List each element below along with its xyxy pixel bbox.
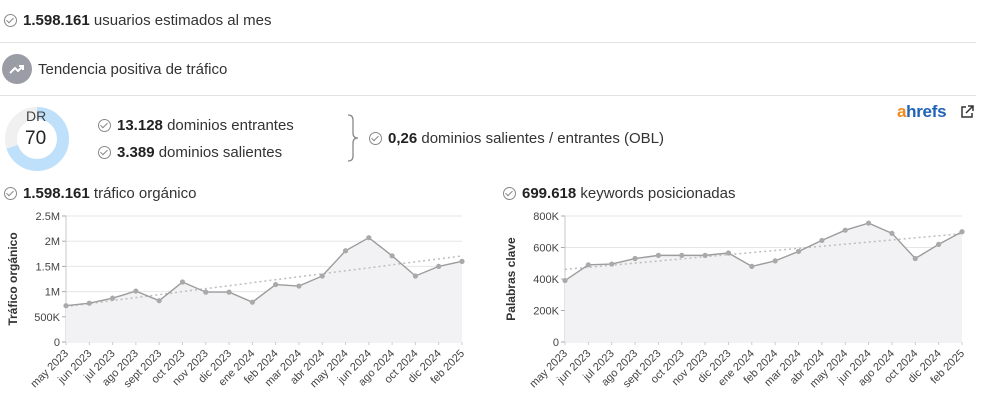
brace-divider	[347, 114, 359, 162]
check-circle-icon	[98, 119, 111, 132]
data-point	[772, 258, 778, 264]
trend-line	[65, 255, 463, 308]
data-point	[795, 248, 802, 255]
series-line	[564, 222, 963, 282]
trend-line	[564, 232, 963, 271]
trend-label: Tendencia positiva de tráfico	[38, 60, 228, 78]
users-value: 1.598.161	[23, 12, 90, 29]
keywords-label: keywords posicionadas	[580, 185, 736, 202]
check-circle-icon	[4, 187, 17, 200]
data-point	[912, 255, 918, 262]
data-point	[609, 261, 615, 267]
data-point	[725, 250, 732, 256]
users-label: usuarios estimados al mes	[93, 12, 272, 29]
data-point	[86, 300, 92, 306]
data-point	[889, 230, 895, 236]
y-tick-label: 2.5M	[36, 211, 60, 223]
data-point	[366, 235, 372, 241]
data-point	[459, 258, 465, 264]
domain-rating-gauge	[5, 107, 69, 171]
keywords-heading: 699.618 keywords posicionadas	[503, 185, 736, 202]
keywords-value: 699.618	[522, 185, 577, 202]
data-point	[342, 248, 349, 254]
ahrefs-logo[interactable]: ahrefs	[897, 102, 947, 121]
trending-up-icon	[2, 54, 32, 84]
traffic-trend-row: Tendencia positiva de tráfico	[2, 54, 227, 84]
divider	[0, 95, 976, 96]
traffic-value: 1.598.161	[23, 185, 90, 202]
data-point	[702, 252, 708, 258]
data-point	[273, 281, 279, 288]
y-tick-label: 400K	[533, 274, 559, 286]
data-point	[109, 295, 116, 301]
data-point	[865, 220, 872, 226]
obl-label: dominios salientes / entrantes (OBL)	[421, 130, 664, 147]
data-point	[819, 237, 825, 244]
traffic-label: tráfico orgánico	[93, 185, 197, 202]
backlinks-value: 13.128	[117, 117, 163, 134]
outlinks-row: 3.389 dominios salientes	[98, 144, 282, 161]
y-axis-label: Palabras clave	[504, 237, 518, 321]
obl-row: 0,26 dominios salientes / entrantes (OBL…	[369, 130, 664, 147]
y-tick-label: 0	[553, 337, 559, 349]
y-tick-label: 1.5M	[36, 261, 60, 273]
data-point	[133, 288, 139, 294]
series-area	[565, 223, 962, 342]
series-line	[65, 236, 463, 307]
series-area	[66, 237, 462, 342]
check-circle-icon	[503, 187, 516, 200]
data-point	[749, 263, 755, 269]
data-point	[412, 273, 419, 279]
data-point	[562, 277, 568, 284]
y-tick-label: 2M	[45, 236, 60, 248]
check-circle-icon	[98, 146, 111, 159]
y-tick-label: 200K	[533, 306, 559, 318]
data-point	[959, 229, 965, 235]
data-point	[632, 255, 638, 262]
divider	[0, 42, 976, 43]
data-point	[319, 273, 325, 279]
dr-value: 70	[25, 128, 47, 149]
data-point	[679, 252, 685, 258]
estimated-users-row: 1.598.161 usuarios estimados al mes	[4, 12, 271, 29]
y-axis-label: Tráfico orgánico	[6, 232, 20, 325]
backlinks-label: dominios entrantes	[167, 117, 294, 134]
data-point	[936, 241, 942, 247]
y-tick-label: 600K	[533, 243, 559, 255]
dr-label: DR	[26, 108, 47, 124]
data-point	[63, 303, 69, 309]
external-link-icon[interactable]	[960, 105, 974, 119]
y-tick-label: 0	[54, 337, 60, 349]
check-circle-icon	[369, 132, 382, 145]
organic-traffic-heading: 1.598.161 tráfico orgánico	[4, 185, 196, 202]
data-point	[655, 252, 662, 258]
data-point	[156, 298, 162, 304]
outlinks-value: 3.389	[117, 144, 155, 161]
obl-value: 0,26	[388, 130, 418, 147]
data-point	[436, 263, 442, 269]
y-tick-label: 500K	[34, 312, 60, 324]
data-point	[296, 283, 302, 289]
y-tick-label: 1M	[45, 287, 60, 299]
data-point	[179, 279, 186, 285]
data-point	[203, 289, 209, 295]
data-point	[249, 299, 255, 305]
data-point	[226, 289, 232, 295]
backlinks-row: 13.128 dominios entrantes	[98, 117, 294, 134]
data-point	[585, 262, 591, 268]
data-point	[389, 253, 395, 259]
outlinks-label: dominios salientes	[158, 144, 283, 161]
check-circle-icon	[4, 14, 17, 27]
y-tick-label: 800K	[533, 211, 559, 223]
data-point	[842, 227, 848, 233]
